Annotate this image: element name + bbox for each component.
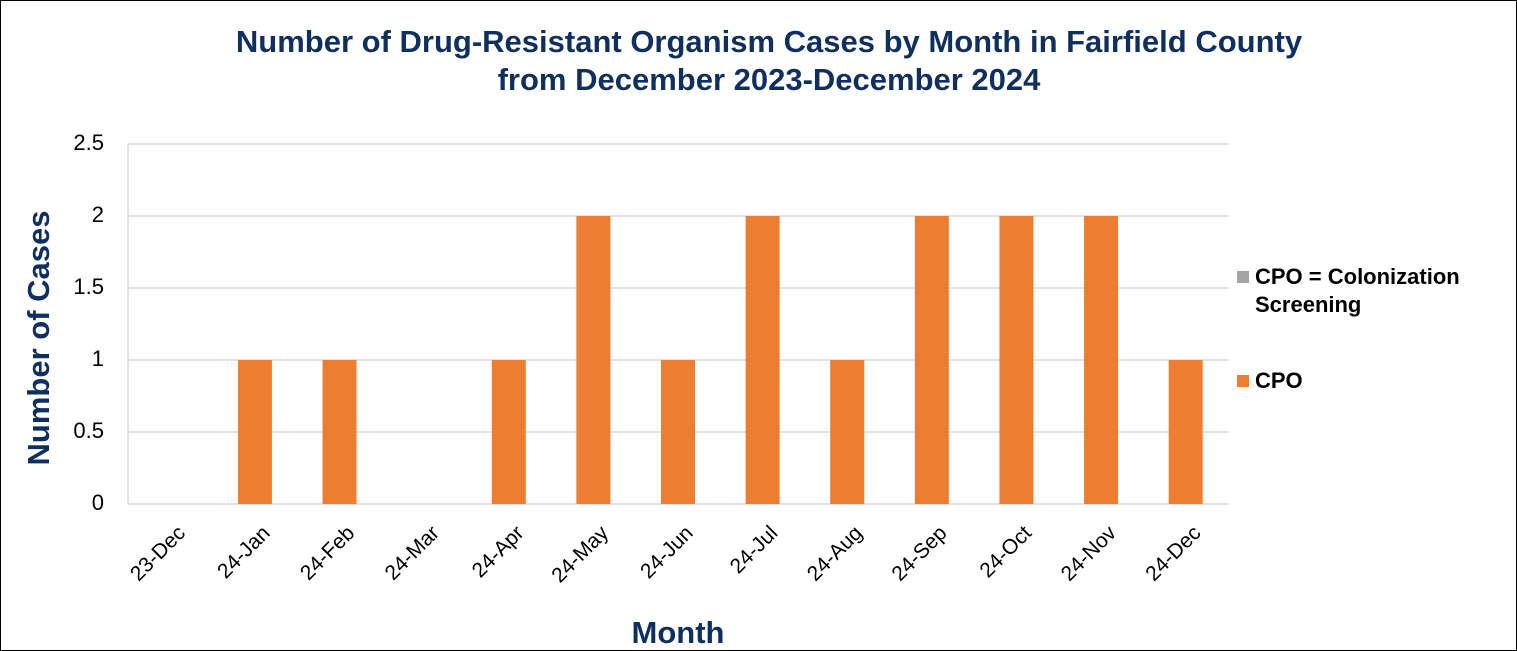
x-tick-label: 24-Oct bbox=[975, 521, 1036, 582]
x-tick-label: 23-Dec bbox=[126, 521, 190, 585]
bar bbox=[999, 216, 1034, 504]
bar bbox=[1084, 216, 1119, 504]
bar bbox=[914, 216, 949, 504]
y-tick-label: 1.5 bbox=[73, 274, 104, 299]
legend-label: CPO bbox=[1255, 368, 1303, 393]
bar bbox=[491, 360, 526, 504]
legend-label: CPO = Colonization Screening bbox=[1255, 264, 1460, 317]
bar bbox=[576, 216, 611, 504]
legend-item: CPO bbox=[1237, 367, 1512, 395]
legend-swatch bbox=[1237, 271, 1249, 283]
x-tick-label: 24-Jul bbox=[726, 521, 783, 578]
x-tick-label: 24-Mar bbox=[381, 521, 444, 584]
x-tick-label: 24-Nov bbox=[1057, 521, 1121, 585]
x-tick-label: 24-Feb bbox=[296, 521, 359, 584]
bar bbox=[322, 360, 357, 504]
y-tick-label: 0.5 bbox=[73, 418, 104, 443]
x-tick-label: 24-Aug bbox=[803, 521, 867, 585]
legend-item: CPO = Colonization Screening bbox=[1237, 263, 1512, 319]
bar bbox=[661, 360, 695, 504]
bar bbox=[237, 360, 272, 504]
x-tick-label: 24-Jun bbox=[636, 521, 698, 583]
x-tick-label: 24-May bbox=[547, 521, 613, 587]
bar bbox=[1168, 360, 1203, 504]
chart-title: Number of Drug-Resistant Organism Cases … bbox=[235, 24, 1303, 97]
bar bbox=[745, 216, 780, 504]
y-tick-label: 2 bbox=[92, 202, 104, 227]
bar bbox=[830, 360, 865, 504]
x-tick-label: 24-Apr bbox=[468, 521, 529, 582]
x-tick-label: 24-Dec bbox=[1141, 521, 1205, 585]
y-tick-label: 0 bbox=[92, 490, 104, 515]
x-tick-label: 24-Jan bbox=[213, 521, 275, 583]
legend-swatch bbox=[1237, 375, 1249, 387]
x-axis-title: Month bbox=[632, 615, 725, 650]
x-tick-label: 24-Sep bbox=[887, 521, 951, 585]
y-axis-title: Number of Cases bbox=[21, 211, 56, 466]
y-tick-label: 1 bbox=[92, 346, 104, 371]
y-tick-label: 2.5 bbox=[73, 130, 104, 155]
